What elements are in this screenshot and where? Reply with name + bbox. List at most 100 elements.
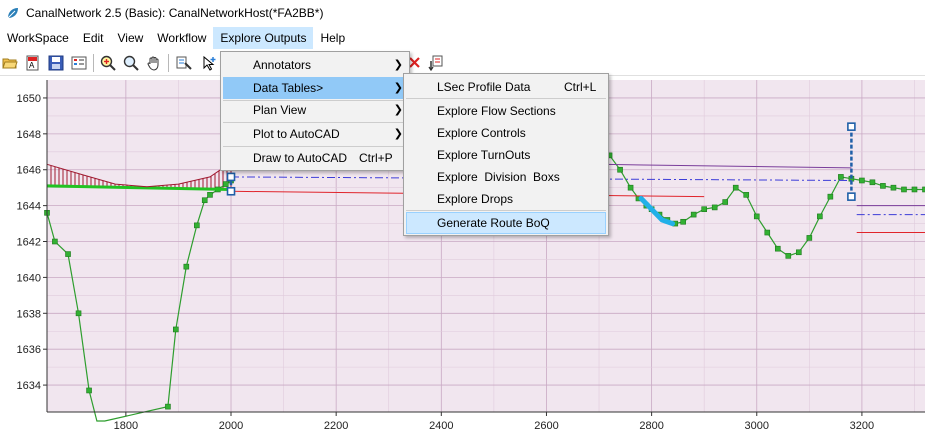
structure-handle	[226, 172, 236, 182]
profile-point	[806, 235, 813, 241]
profile-point	[222, 181, 229, 187]
profile-point	[732, 184, 739, 191]
profile-point	[911, 186, 918, 193]
open-folder-icon[interactable]	[0, 53, 20, 73]
menu-workflow[interactable]: Workflow	[157, 31, 207, 45]
profile-point	[753, 213, 760, 220]
data-tables-submenu: LSec Profile Data Ctrl+L Explore Flow Se…	[403, 73, 609, 236]
x-axis-band	[0, 413, 925, 437]
profile-point	[701, 206, 707, 213]
profile-point	[75, 310, 82, 317]
y-tick-label: 1640	[17, 272, 41, 284]
menu-item-explore-division-boxs[interactable]: Explore Division Boxs	[437, 170, 560, 184]
profile-point	[796, 249, 802, 256]
menu-item-draw-to-autocad[interactable]: Draw to AutoCAD Ctrl+P	[223, 147, 407, 169]
profile-point	[743, 192, 750, 198]
x-tick-label: 2000	[219, 420, 243, 432]
profile-point	[785, 253, 792, 259]
svg-text:A: A	[29, 61, 35, 70]
chevron-right-icon: ❯	[393, 59, 403, 71]
profile-point	[165, 403, 171, 410]
menu-item-plot-to-autocad[interactable]: Plot to AutoCAD ❯	[223, 123, 407, 145]
profile-point	[838, 174, 844, 180]
structure-handle	[847, 192, 856, 201]
bank-level-line	[598, 163, 852, 169]
profile-point	[86, 387, 92, 394]
export-icon[interactable]	[426, 53, 446, 73]
profile-point	[183, 263, 190, 270]
y-tick-label: 1638	[17, 308, 41, 320]
y-tick-label: 1648	[17, 129, 41, 141]
shortcut-label: Ctrl+L	[564, 80, 597, 94]
menu-workspace[interactable]: WorkSpace	[7, 31, 69, 45]
zoom-in-icon[interactable]	[98, 53, 118, 73]
profile-point	[690, 211, 697, 218]
x-tick-label: 2200	[324, 420, 348, 432]
profile-point	[869, 179, 876, 186]
profile-point	[890, 184, 897, 191]
cut-arc-line	[46, 162, 232, 188]
zoom-region-icon[interactable]	[121, 53, 141, 73]
properties-icon[interactable]	[69, 53, 89, 73]
x-tick-label: 2600	[534, 420, 558, 432]
profile-point	[194, 222, 200, 229]
bank-start-line	[46, 184, 232, 191]
window-title: CanalNetwork 2.5 (Basic): CanalNetworkHo…	[26, 6, 324, 20]
chevron-right-icon: ❯	[393, 104, 403, 116]
x-tick-label: 3200	[850, 420, 874, 432]
y-tick-label: 1650	[17, 93, 41, 105]
profile-point	[711, 204, 718, 211]
title-bar: CanalNetwork 2.5 (Basic): CanalNetworkHo…	[0, 0, 925, 26]
shortcut-label: Ctrl+P	[359, 151, 393, 165]
profile-point	[859, 177, 865, 184]
edit-image-icon[interactable]: A	[23, 53, 43, 73]
menu-item-explore-turnouts[interactable]: Explore TurnOuts	[437, 148, 531, 162]
profile-point	[901, 186, 907, 193]
profile-point	[827, 193, 834, 200]
selected-segment-line	[638, 195, 676, 227]
structure-handle	[847, 122, 856, 131]
save-icon[interactable]	[46, 53, 66, 73]
menu-view[interactable]: View	[117, 31, 144, 45]
profile-point	[201, 197, 208, 204]
menu-item-explore-controls[interactable]: Explore Controls	[437, 126, 526, 140]
ground-profile-line	[46, 180, 232, 422]
profile-point	[627, 184, 634, 191]
y-tick-label: 1644	[17, 201, 41, 213]
profile-point	[922, 186, 925, 193]
select-edit-icon[interactable]	[174, 53, 194, 73]
profile-point	[617, 166, 623, 173]
pan-hand-icon[interactable]	[144, 53, 164, 73]
menu-explore-outputs[interactable]: Explore Outputs	[213, 27, 314, 49]
toolbar: A	[0, 50, 925, 76]
profile-point	[722, 199, 729, 205]
x-tick-label: 1800	[114, 420, 138, 432]
y-tick-label: 1646	[17, 165, 41, 177]
menu-help[interactable]: Help	[320, 31, 346, 45]
menu-item-data-tables[interactable]: Data Tables> ❯	[223, 77, 407, 99]
profile-point	[680, 218, 686, 225]
menu-edit[interactable]: Edit	[82, 31, 104, 45]
y-tick-label: 1636	[17, 344, 41, 356]
chevron-right-icon: ❯	[393, 128, 403, 140]
profile-point	[764, 229, 771, 236]
x-tick-label: 3000	[745, 420, 769, 432]
menu-item-explore-drops[interactable]: Explore Drops	[437, 192, 514, 206]
y-tick-label: 1634	[17, 380, 41, 392]
add-point-icon[interactable]	[199, 53, 219, 73]
menu-item-lsec-profile-data[interactable]: LSec Profile Data Ctrl+L	[406, 76, 606, 98]
menu-bar: WorkSpace Edit View Workflow Explore Out…	[0, 27, 925, 49]
x-tick-label: 2800	[639, 420, 663, 432]
x-tick-label: 2400	[429, 420, 453, 432]
menu-item-annotators[interactable]: Annotators ❯	[223, 54, 407, 76]
chevron-right-icon: ❯	[393, 82, 403, 94]
explore-outputs-menu: Annotators ❯ Data Tables> ❯ Plan View ❯ …	[220, 51, 410, 171]
menu-item-plan-view[interactable]: Plan View ❯	[223, 99, 407, 121]
menu-item-generate-route-boq[interactable]: Generate Route BoQ	[406, 212, 606, 234]
profile-point	[65, 251, 71, 257]
menu-item-explore-flow-sections[interactable]: Explore Flow Sections	[437, 104, 556, 118]
profile-point	[817, 213, 823, 220]
structure-handle	[226, 186, 236, 196]
profile-point	[880, 183, 886, 189]
delete-icon[interactable]	[405, 53, 425, 73]
